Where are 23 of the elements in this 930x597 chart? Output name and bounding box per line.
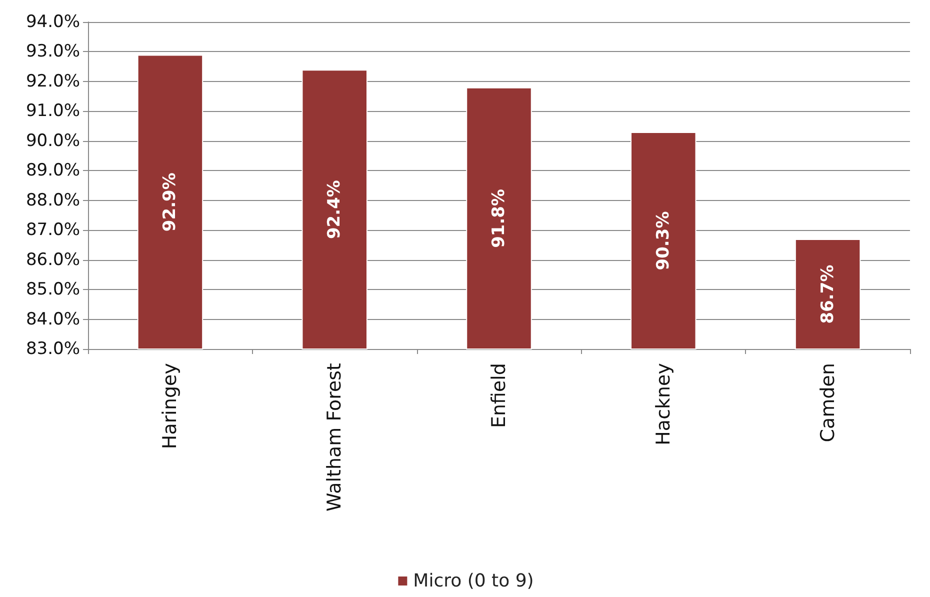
y-tick-label: 85.0% bbox=[26, 280, 80, 300]
y-tick-label: 84.0% bbox=[26, 309, 80, 330]
y-tick-label: 91.0% bbox=[26, 101, 80, 122]
x-tick-label: Haringey bbox=[159, 363, 182, 450]
x-tick-label: Enfield bbox=[488, 363, 510, 428]
y-tick-label: 88.0% bbox=[26, 190, 80, 210]
y-tick-label: 94.0% bbox=[26, 12, 80, 32]
y-tick-label: 92.0% bbox=[26, 71, 80, 92]
legend-label: Micro (0 to 9) bbox=[413, 570, 534, 592]
x-tick-label: Waltham Forest bbox=[324, 363, 346, 512]
y-tick-label: 93.0% bbox=[26, 42, 80, 62]
y-tick-label: 87.0% bbox=[26, 220, 80, 240]
y-tick-label: 86.0% bbox=[26, 250, 80, 270]
data-label: 91.8% bbox=[489, 188, 509, 248]
y-tick-label: 83.0% bbox=[26, 339, 80, 359]
data-label: 90.3% bbox=[653, 211, 674, 270]
data-label: 92.9% bbox=[160, 172, 180, 232]
data-label: 92.4% bbox=[324, 180, 345, 240]
y-tick-label: 90.0% bbox=[26, 130, 80, 151]
data-label: 86.7% bbox=[818, 264, 838, 324]
x-tick-label: Hackney bbox=[652, 363, 674, 446]
x-tick-label: Camden bbox=[816, 363, 839, 442]
y-tick-label: 89.0% bbox=[26, 160, 80, 181]
